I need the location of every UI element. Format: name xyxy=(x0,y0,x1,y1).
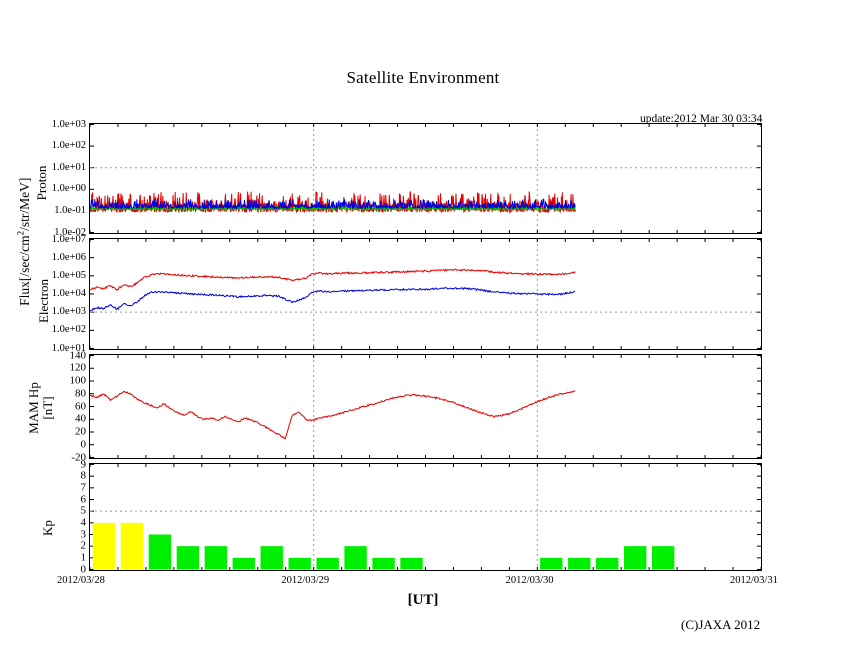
kp-bar xyxy=(596,557,619,570)
xaxis-tick-2: 2012/03/30 xyxy=(505,575,554,586)
kp-index-ytick-2: 7 xyxy=(80,481,87,494)
proton-flux-canvas xyxy=(90,124,761,233)
proton-ytick-labels: 1.0e+03 1.0e+02 1.0e+01 1.0e+00 1.0e-01 1.0e-… xyxy=(0,0,86,655)
kp-bar xyxy=(568,557,591,570)
mam-hp-ytick-8: -20 xyxy=(71,451,86,463)
proton-flux-ytick-0: 1.0e+03 xyxy=(51,118,86,130)
panel-mam-hp xyxy=(89,354,762,459)
kp-index-ytick-6: 3 xyxy=(80,528,87,540)
kp-bar xyxy=(260,546,283,570)
mam-hp-ytick-4: 60 xyxy=(75,400,86,412)
kp-bar xyxy=(288,557,311,570)
electron-flux-ytick-0: 1.0e+07 xyxy=(51,233,86,245)
electron-red-trace xyxy=(90,268,576,291)
electron-flux-canvas xyxy=(90,239,761,349)
update-timestamp: update:2012 Mar 30 03:34 xyxy=(640,113,763,125)
proton-flux-ytick-1: 1.0e+02 xyxy=(51,139,86,151)
kp-bar xyxy=(176,546,200,570)
mam-ytick-labels: 140 120 100 80 60 40 20 0 -20 xyxy=(0,0,87,655)
xaxis-tick-1: 2012/03/29 xyxy=(281,575,330,586)
mam-hp-ytick-3: 80 xyxy=(75,387,86,400)
mam-hp-ytick-0: 140 xyxy=(69,349,87,361)
kp-bar xyxy=(120,522,144,570)
panel-kp-index xyxy=(89,463,762,571)
mam-hp-ytick-6: 20 xyxy=(75,425,86,438)
kp-index-ytick-4: 5 xyxy=(80,504,87,517)
proton-flux-ytick-2: 1.0e+01 xyxy=(51,161,86,173)
electron-flux-ytick-3: 1.0e+04 xyxy=(51,287,86,299)
xaxis-tick-0: 2012/03/28 xyxy=(57,575,105,586)
kp-bar xyxy=(624,546,647,570)
kp-bar xyxy=(232,557,255,570)
kp-bar xyxy=(400,557,423,570)
xaxis-tick-3: 2012/03/31 xyxy=(730,575,778,586)
kp-bar xyxy=(316,557,339,570)
proton-blue-trace xyxy=(90,198,576,211)
mam-hp-ytick-2: 100 xyxy=(69,374,87,387)
mam-red-trace xyxy=(90,390,576,440)
proton-flux-ytick-3: 1.0e+00 xyxy=(51,183,86,195)
kp-bar xyxy=(204,546,227,570)
electron-flux-ytick-6: 1.0e+01 xyxy=(51,342,86,354)
electron-flux-ytick-5: 1.0e+02 xyxy=(51,324,86,336)
kp-bar xyxy=(540,557,563,570)
page-title: Satellite Environment xyxy=(346,68,500,87)
copyright-notice: (C)JAXA 2012 xyxy=(681,617,761,632)
kp-index-canvas xyxy=(90,464,761,570)
kp-index-ytick-9: 0 xyxy=(80,563,87,575)
electron-flux-ytick-1: 1.0e+06 xyxy=(51,251,86,263)
electron-flux-ytick-2: 1.0e+05 xyxy=(51,269,86,281)
mam-hp-ytick-7: 0 xyxy=(80,438,87,451)
mam-hp-ytick-5: 40 xyxy=(75,412,86,425)
panel-electron-flux xyxy=(89,238,762,350)
kp-index-ytick-1: 8 xyxy=(80,469,87,482)
panel-proton-flux xyxy=(89,123,762,234)
proton-flux-ytick-5: 1.0e-02 xyxy=(54,226,86,238)
kp-bar xyxy=(651,546,675,570)
mam-hp-ytick-1: 120 xyxy=(69,361,87,374)
mam-hp-canvas xyxy=(90,355,761,458)
electron-flux-ytick-4: 1.0e+03 xyxy=(51,305,86,317)
proton-flux-ytick-4: 1.0e-01 xyxy=(54,204,86,216)
kp-index-ytick-7: 2 xyxy=(80,539,87,552)
kp-bar xyxy=(92,522,116,570)
electron-ytick-labels: 1.0e+07 1.0e+06 1.0e+05 1.0e+04 1.0e+03 1.0e+… xyxy=(0,0,86,655)
kp-bar xyxy=(148,534,172,570)
kp-index-ytick-0: 9 xyxy=(80,458,87,470)
kp-bar xyxy=(344,546,367,570)
kp-index-ytick-3: 6 xyxy=(80,493,87,505)
kp-index-ytick-8: 1 xyxy=(80,551,87,564)
kp-index-ytick-5: 4 xyxy=(80,516,87,529)
xaxis-title: [UT] xyxy=(407,592,439,608)
electron-blue-trace xyxy=(90,286,576,312)
kp-bar xyxy=(372,557,395,570)
